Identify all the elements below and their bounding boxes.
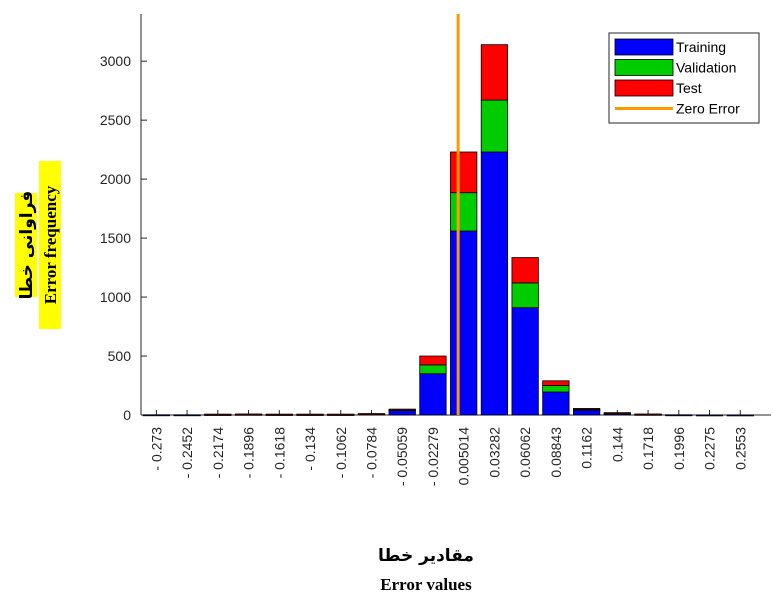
- y-tick-labels: 0 500 1000 1500 2000 2500 3000: [100, 53, 131, 423]
- bar-segment-test: [634, 413, 662, 416]
- bar-segment-training: [572, 409, 601, 416]
- legend-label: Test: [676, 80, 702, 96]
- x-tick-label: 0.005014: [456, 427, 472, 486]
- y-tick-label: 500: [108, 348, 132, 364]
- x-tick-labels: - 0.273- 0.2452- 0.2174- 0.1896- 0.1618-…: [148, 427, 748, 486]
- x-axis-title-persian: مقادیر خطا: [378, 546, 474, 566]
- bar-segment-training: [173, 414, 201, 417]
- x-tick-label: - 0.05059: [394, 427, 410, 486]
- y-tick-label: 2500: [100, 112, 131, 128]
- x-tick-label: - 0.2174: [210, 427, 226, 479]
- x-axis-title: Error values: [380, 575, 472, 594]
- x-tick-label: - 0.134: [302, 427, 318, 471]
- legend-label: Training: [676, 39, 726, 55]
- bar-segment-test: [327, 413, 355, 416]
- x-tick-label: - 0.1062: [333, 427, 349, 479]
- bar-segment-validation: [419, 364, 447, 375]
- x-tick-label: - 0.1618: [271, 427, 287, 479]
- legend-label: Zero Error: [676, 101, 740, 117]
- y-tick-label: 3000: [100, 53, 131, 69]
- bar-segment-test: [388, 408, 416, 411]
- legend-label: Validation: [676, 60, 736, 76]
- x-tick-label: - 0.273: [148, 427, 164, 471]
- x-tick-label: 0.06062: [517, 427, 533, 478]
- bar-segment-test: [572, 407, 601, 410]
- x-tick-label: 0.08843: [548, 427, 564, 478]
- x-tick-label: - 0.1896: [241, 427, 257, 479]
- x-tick-label: 0.1162: [579, 427, 595, 469]
- x-tick-label: 0.03282: [486, 427, 502, 478]
- bar-segment-validation: [511, 282, 539, 309]
- histogram-bars: [142, 44, 754, 417]
- y-axis-title-persian: فراوانی خطا: [17, 191, 37, 300]
- y-title-persian-highlight: [15, 193, 37, 297]
- bar-segment-test: [542, 380, 570, 386]
- bar-segment-training: [665, 414, 693, 417]
- y-axis-title: Error frequency: [41, 185, 60, 304]
- x-tick-label: - 0.0784: [363, 427, 379, 479]
- x-tick-label: 0.1996: [671, 427, 687, 470]
- bar-segment-training: [726, 414, 754, 417]
- bar-segment-training: [695, 414, 724, 417]
- bar-segment-validation: [450, 192, 478, 232]
- bar-segment-test: [357, 413, 386, 415]
- y-tick-label: 1500: [100, 230, 131, 246]
- bar-segment-test: [603, 412, 631, 415]
- bar-segment-test: [419, 355, 447, 366]
- x-tick-label: - 0.2452: [179, 427, 195, 479]
- legend-swatch-test: [614, 79, 674, 97]
- bar-segment-test: [296, 413, 324, 416]
- y-title-highlight: [39, 161, 61, 329]
- x-tick-label: 0.2275: [702, 427, 718, 470]
- bar-segment-training: [450, 230, 478, 416]
- bar-segment-test: [511, 257, 539, 284]
- bar-segment-test: [450, 151, 478, 194]
- y-tick-label: 1000: [100, 289, 131, 305]
- bar-segment-test: [204, 413, 232, 416]
- legend-swatch-validation: [614, 59, 674, 76]
- bar-segment-training: [142, 414, 170, 417]
- y-tick-label: 0: [123, 407, 131, 423]
- bar-segment-training: [511, 307, 539, 416]
- bar-segment-test: [234, 413, 263, 416]
- y-axis-title-group: فراوانی خطا Error frequency: [15, 161, 61, 329]
- bar-segment-training: [419, 373, 447, 416]
- bar-segment-training: [542, 391, 570, 416]
- x-tick-label: 0.2553: [732, 427, 748, 470]
- bar-segment-validation: [542, 385, 570, 393]
- bar-segment-test: [265, 413, 293, 416]
- legend: Training Validation Test Zero Error: [608, 32, 760, 124]
- bar-segment-test: [480, 44, 509, 101]
- bar-segment-validation: [480, 99, 509, 153]
- x-tick-label: 0.1718: [640, 427, 656, 470]
- x-tick-label: 0.144: [609, 427, 625, 462]
- x-tick-label: - 0.02279: [425, 427, 441, 486]
- legend-swatch-training: [614, 38, 674, 56]
- bar-segment-training: [480, 151, 509, 416]
- y-tick-label: 2000: [100, 171, 131, 187]
